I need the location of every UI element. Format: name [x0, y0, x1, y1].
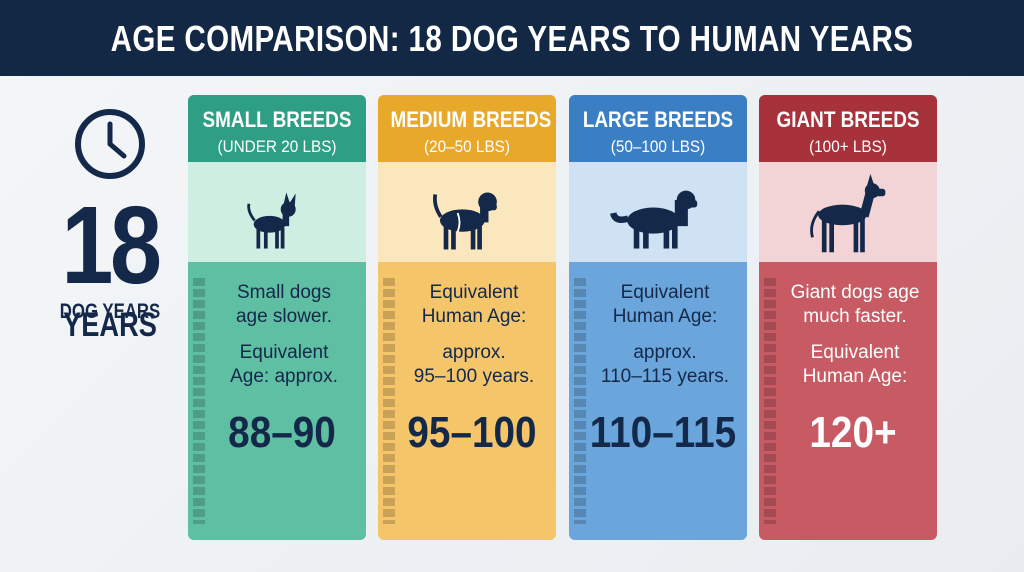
- dog-age-unit-shadow: YEARS: [63, 306, 157, 344]
- card-title: LARGE BREEDS: [582, 107, 734, 132]
- card-text-line: Equivalent: [429, 282, 519, 303]
- card-text-line: Human Age:: [802, 366, 908, 387]
- dog-silhouette: [247, 192, 296, 249]
- card-header: GIANT BREEDS (100+ LBS): [759, 95, 937, 162]
- dog-age-number: 18: [61, 184, 162, 307]
- stripe-decoration: [764, 278, 776, 524]
- breed-card: MEDIUM BREEDS (20–50 LBS) Equivalent Human …: [378, 95, 556, 540]
- card-text-line: Human Age:: [612, 306, 718, 327]
- card-text-line: Human Age:: [421, 306, 527, 327]
- card-text-line: age slower.: [235, 306, 333, 327]
- clock-icon: [75, 109, 145, 179]
- breed-card: LARGE BREEDS (50–100 LBS) Equivalent Human …: [569, 95, 747, 540]
- card-subtitle: (100+ LBS): [809, 137, 887, 156]
- card-subtitle: (50–100 LBS): [610, 137, 706, 156]
- card-text-line: Equivalent: [810, 342, 900, 363]
- human-age-result: 110–115: [589, 408, 737, 457]
- card-title: GIANT BREEDS: [776, 107, 920, 132]
- dog-silhouette: [433, 192, 497, 250]
- dog-age-unit: DOG YEARS: [59, 300, 161, 323]
- card-text-line: Giant dogs age: [790, 282, 920, 303]
- card-subtitle: (UNDER 20 LBS): [217, 137, 337, 156]
- card-text-line: Equivalent: [620, 282, 710, 303]
- card-text-line: much faster.: [803, 306, 907, 327]
- card-body: Equivalent Human Age: approx. 110–115 years…: [569, 262, 747, 540]
- card-text-line: 95–100 years.: [413, 366, 535, 387]
- card-text-line: Small dogs: [237, 282, 331, 303]
- card-text-line: 110–115 years.: [600, 366, 730, 387]
- card-icon-area: [188, 162, 366, 262]
- card-body: Small dogs age slower. Equivalent Age: appr…: [188, 262, 366, 540]
- title: AGE COMPARISON: 18 DOG YEARS TO HUMAN YE…: [110, 18, 914, 59]
- card-title: MEDIUM BREEDS: [390, 107, 552, 132]
- card-icon-area: [569, 162, 747, 262]
- header: AGE COMPARISON: 18 DOG YEARS TO HUMAN YE…: [0, 0, 1024, 76]
- dog-silhouette: [609, 190, 698, 249]
- human-age-result: 120+: [809, 408, 897, 457]
- breed-card: GIANT BREEDS (100+ LBS) Giant dogs age much…: [759, 95, 937, 540]
- human-age-result: 88–90: [228, 408, 336, 457]
- dog-silhouette: [810, 173, 886, 253]
- card-icon-area: [759, 162, 937, 262]
- card-text-line: Age: approx.: [230, 366, 338, 387]
- card-text-line: approx.: [633, 342, 697, 363]
- card-title: SMALL BREEDS: [202, 107, 352, 132]
- card-header: MEDIUM BREEDS (20–50 LBS): [378, 95, 556, 162]
- card-text-line: approx.: [442, 342, 506, 363]
- card-body: Giant dogs age much faster. Equivalent Huma…: [759, 262, 937, 540]
- stripe-decoration: [574, 278, 586, 524]
- human-age-result: 95–100: [407, 408, 537, 457]
- stripe-decoration: [383, 278, 395, 524]
- breed-card: SMALL BREEDS (UNDER 20 LBS) Small dogs age …: [188, 95, 366, 540]
- stripe-decoration: [193, 278, 205, 524]
- card-header: LARGE BREEDS (50–100 LBS): [569, 95, 747, 162]
- card-text-line: Equivalent: [239, 342, 329, 363]
- card-body: Equivalent Human Age: approx. 95–100 years.…: [378, 262, 556, 540]
- card-subtitle: (20–50 LBS): [424, 137, 510, 156]
- card-header: SMALL BREEDS (UNDER 20 LBS): [188, 95, 366, 162]
- card-icon-area: [378, 162, 556, 262]
